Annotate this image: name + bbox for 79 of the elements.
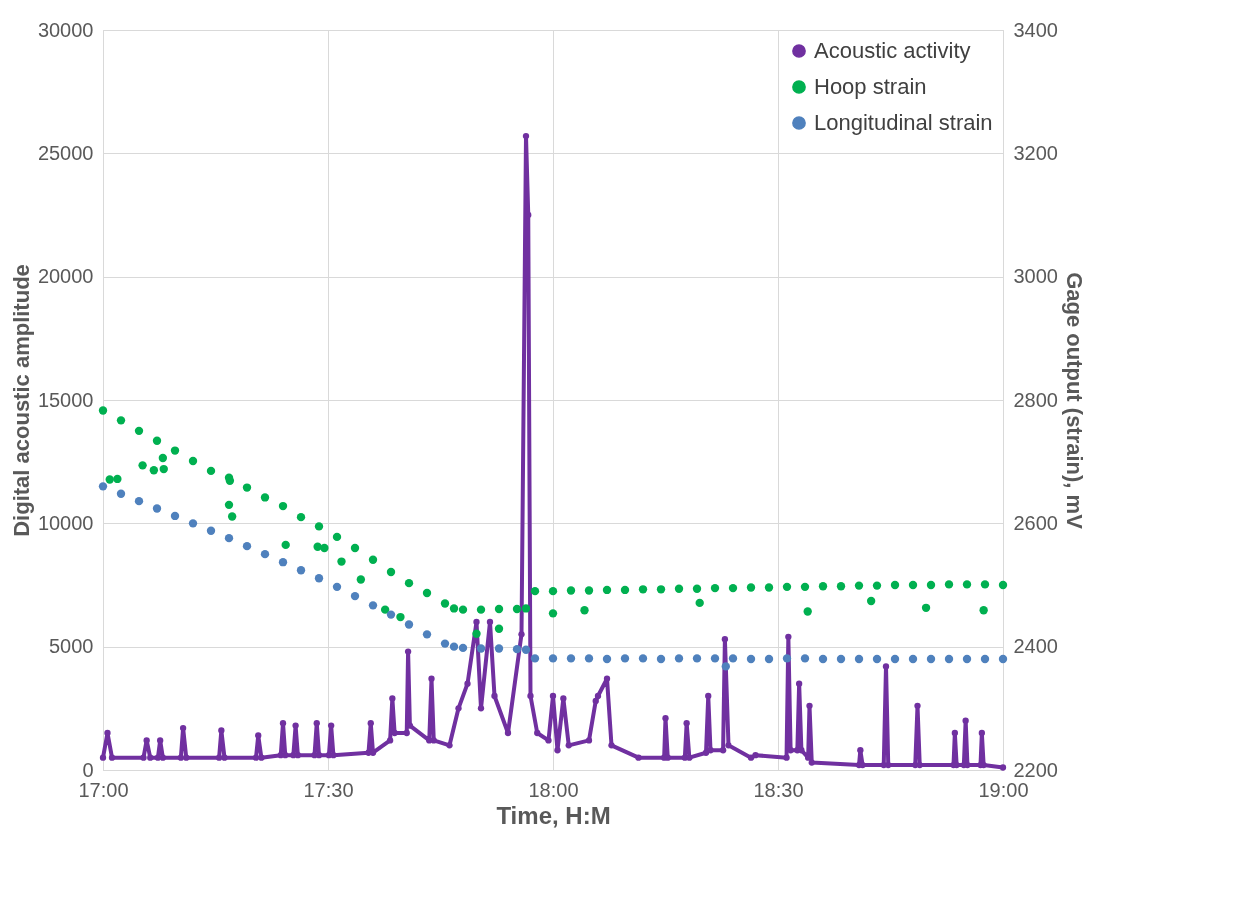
point xyxy=(908,654,918,664)
point xyxy=(674,654,684,663)
x-tick-label: 17:00 xyxy=(78,778,129,801)
point xyxy=(944,654,954,664)
point xyxy=(746,654,756,664)
point xyxy=(566,654,576,663)
y-tick-label: 10000 xyxy=(37,511,94,534)
point xyxy=(998,654,1008,664)
point xyxy=(206,526,216,535)
point xyxy=(800,654,810,663)
point xyxy=(494,644,504,653)
y-tick-label: 20000 xyxy=(37,265,94,288)
point xyxy=(980,654,990,664)
y2-tick-label: 2600 xyxy=(1013,511,1058,534)
x-tick-label: 17:30 xyxy=(303,778,354,801)
point xyxy=(170,511,180,521)
point xyxy=(764,654,774,664)
point xyxy=(116,489,126,498)
point xyxy=(872,654,882,664)
point xyxy=(332,582,342,592)
point xyxy=(584,654,594,663)
y2-tick-label: 2200 xyxy=(1013,758,1058,781)
y-tick-label: 15000 xyxy=(37,388,94,411)
point xyxy=(512,644,522,654)
point xyxy=(386,610,396,619)
point xyxy=(530,654,540,663)
y-axis-title: Digital acoustic amplitude xyxy=(8,264,34,537)
y-tick-label: 30000 xyxy=(37,18,94,41)
point xyxy=(854,654,864,664)
x-tick-label: 18:30 xyxy=(753,778,804,801)
point xyxy=(656,654,666,664)
legend-label: Acoustic activity xyxy=(814,38,971,63)
point xyxy=(449,642,459,651)
y2-tick-label: 3200 xyxy=(1013,141,1058,164)
point xyxy=(962,654,972,664)
y2-tick-label: 2400 xyxy=(1013,635,1058,658)
point xyxy=(458,643,468,653)
point xyxy=(728,654,738,663)
y2-tick-label: 2800 xyxy=(1013,388,1058,411)
point xyxy=(638,654,648,663)
point xyxy=(818,654,828,664)
x-tick-label: 18:00 xyxy=(528,778,579,801)
point xyxy=(260,549,270,559)
point xyxy=(620,654,630,663)
point xyxy=(721,662,730,671)
y-tick-label: 5000 xyxy=(49,635,94,658)
y2-axis-title: Gage output (strain), mV xyxy=(1061,272,1087,530)
point xyxy=(602,654,612,664)
point xyxy=(296,566,306,575)
point xyxy=(422,630,432,639)
legend-label: Longitudinal strain xyxy=(814,110,993,135)
y2-tick-label: 3000 xyxy=(1013,265,1058,288)
point xyxy=(224,533,234,543)
y2-tick-label: 3400 xyxy=(1013,18,1058,41)
point xyxy=(242,541,252,551)
point xyxy=(890,654,900,664)
point xyxy=(710,654,720,663)
point xyxy=(548,654,558,663)
y-tick-label: 0 xyxy=(82,758,94,781)
point xyxy=(782,654,792,663)
point xyxy=(836,654,846,664)
point xyxy=(521,645,531,654)
legend-label: Hoop strain xyxy=(814,74,927,99)
point xyxy=(134,496,144,506)
point xyxy=(476,644,486,653)
point xyxy=(152,504,162,513)
point xyxy=(440,639,450,648)
point xyxy=(98,482,108,491)
point xyxy=(314,574,324,583)
point xyxy=(368,601,378,610)
point xyxy=(692,654,702,663)
point xyxy=(188,519,198,528)
point xyxy=(404,620,414,629)
point xyxy=(926,654,936,664)
x-tick-label: 19:00 xyxy=(978,778,1029,801)
y-tick-label: 25000 xyxy=(37,141,94,164)
point xyxy=(350,591,360,601)
point xyxy=(278,558,288,567)
x-axis-title: Time, H:M xyxy=(496,801,611,829)
